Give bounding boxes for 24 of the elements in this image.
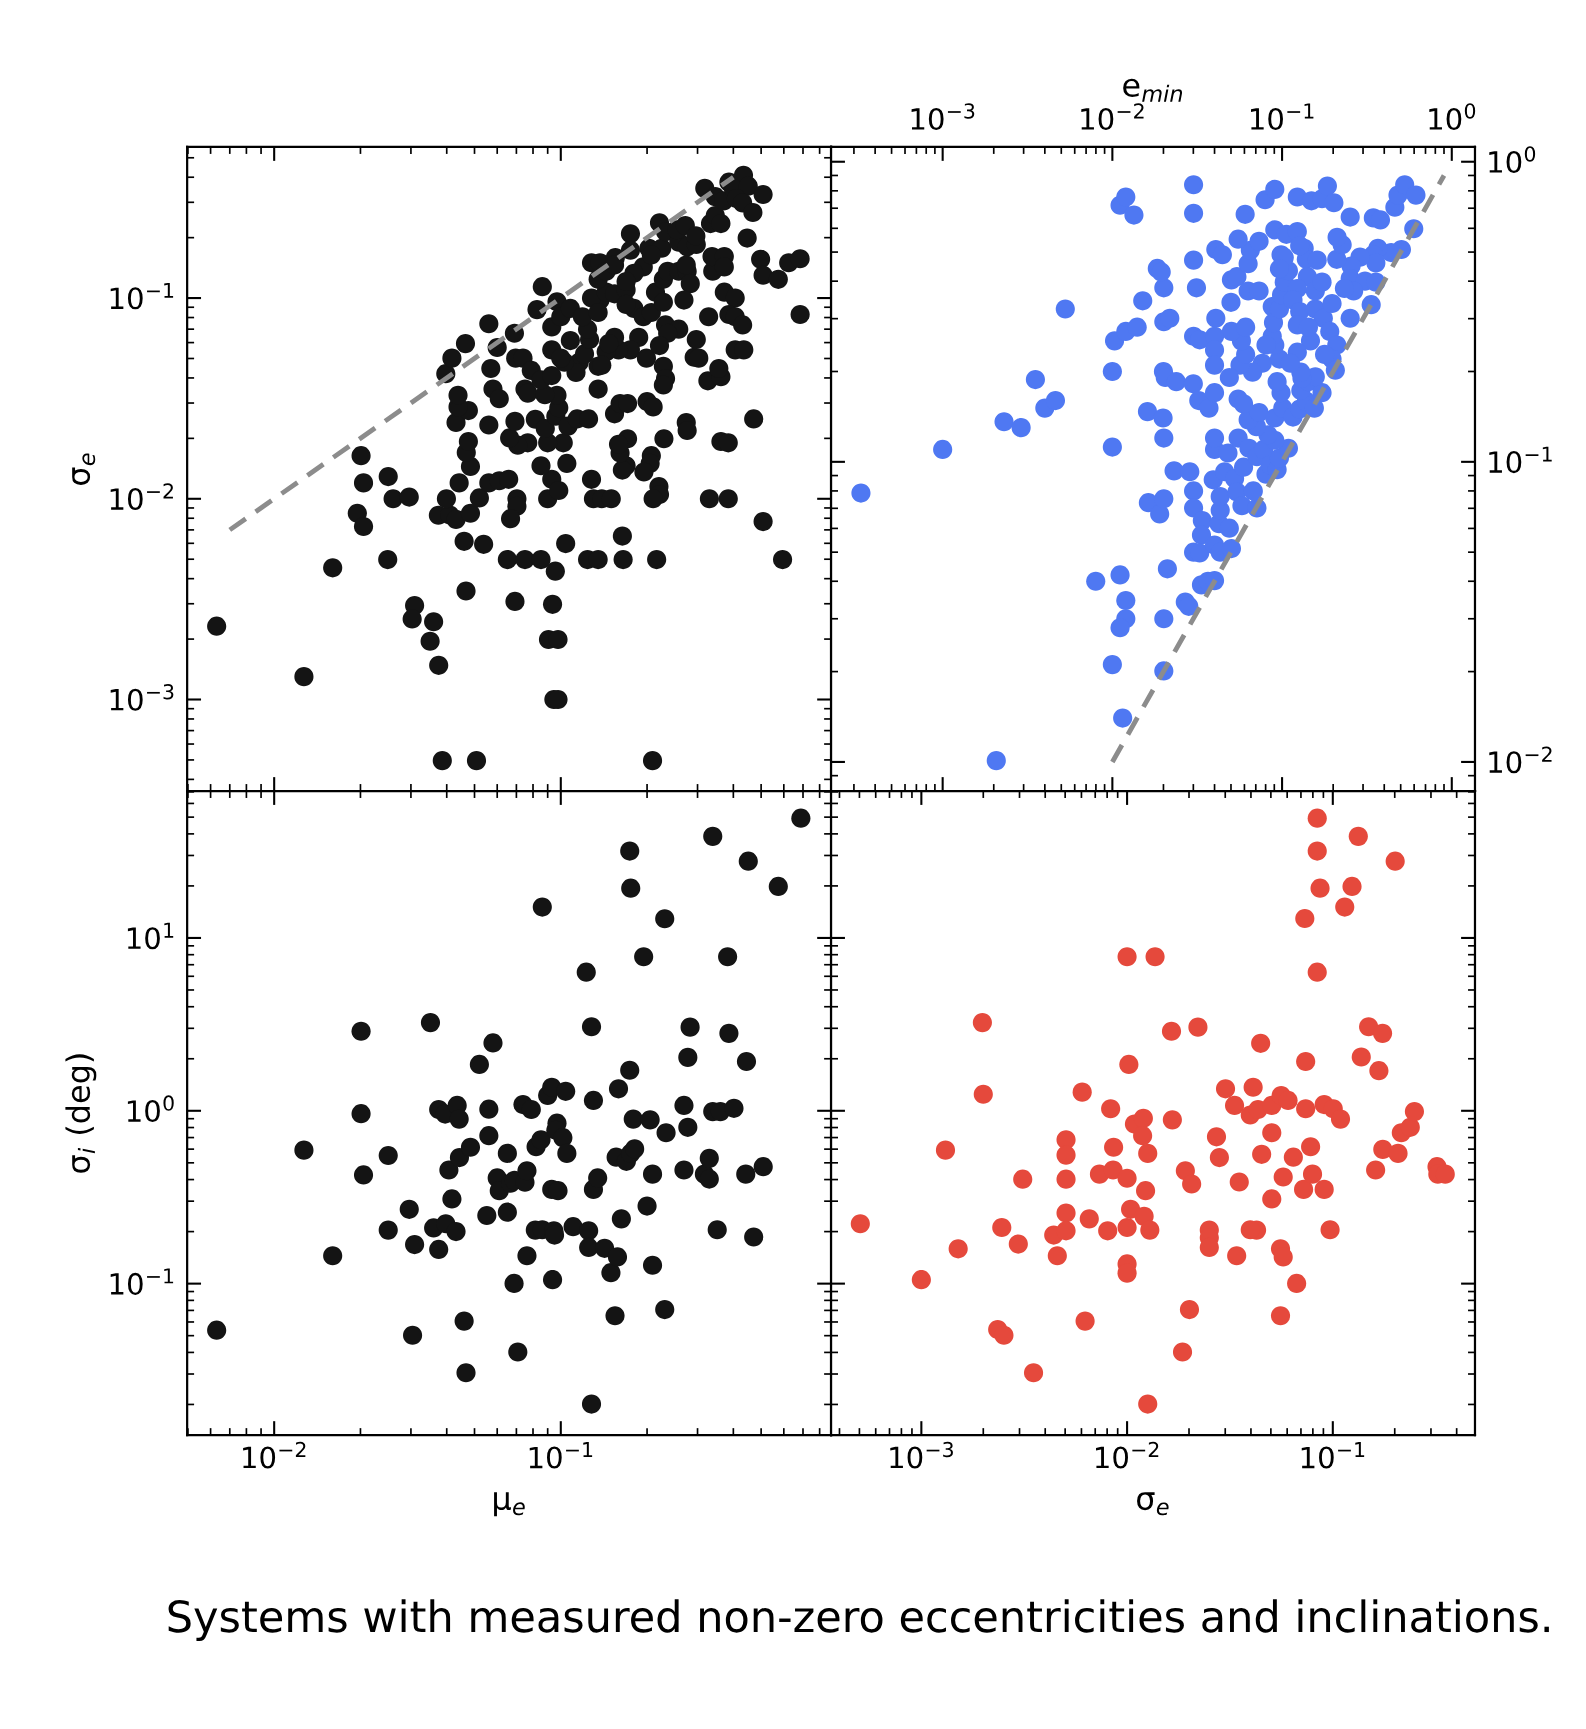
x-tick-label: 10$^{−3}$: [890, 1441, 953, 1469]
y-tick-label: 10$^{−3}$: [110, 684, 174, 711]
y-tick-label: 10$^{−1}$: [1489, 446, 1552, 474]
y-tick-label: 10$^{0}$: [127, 1095, 174, 1123]
x-tick-label: 10$^{−2}$: [243, 1441, 306, 1469]
x-tick-label: 10$^{−2}$: [1081, 103, 1144, 130]
y-tick-label: 10$^{0}$: [1489, 146, 1536, 174]
x-axis-title: e$_{min}$: [1123, 78, 1183, 102]
y-axis-title: σ$_{e}$: [72, 453, 96, 485]
y-tick-label: 10$^{−1}$: [110, 282, 174, 310]
x-tick-label: 10$^{−3}$: [911, 103, 975, 130]
x-tick-label: 10$^{0}$: [1429, 103, 1476, 130]
x-tick-label: 10$^{−1}$: [529, 1442, 593, 1469]
y-tick-label: 10$^{−2}$: [110, 483, 173, 511]
text: Systems with measured non-zero eccentricities and inclinations.: [168, 1599, 1549, 1641]
x-tick-label: 10$^{−1}$: [1301, 1442, 1365, 1469]
y-axis-title: σ$_{i}$ (deg): [65, 1054, 97, 1173]
x-tick-label: 10$^{−1}$: [1251, 103, 1314, 130]
x-tick-label: 10$^{−2}$: [1096, 1441, 1159, 1469]
x-axis-title: σ$_{e}$: [1137, 1492, 1169, 1516]
y-tick-label: 10$^{−2}$: [1489, 746, 1552, 774]
y-tick-label: 10$^{−1}$: [110, 1268, 174, 1295]
y-tick-label: 10$^{1}$: [127, 922, 174, 950]
x-axis-title: μ$_{e}$: [494, 1492, 525, 1517]
